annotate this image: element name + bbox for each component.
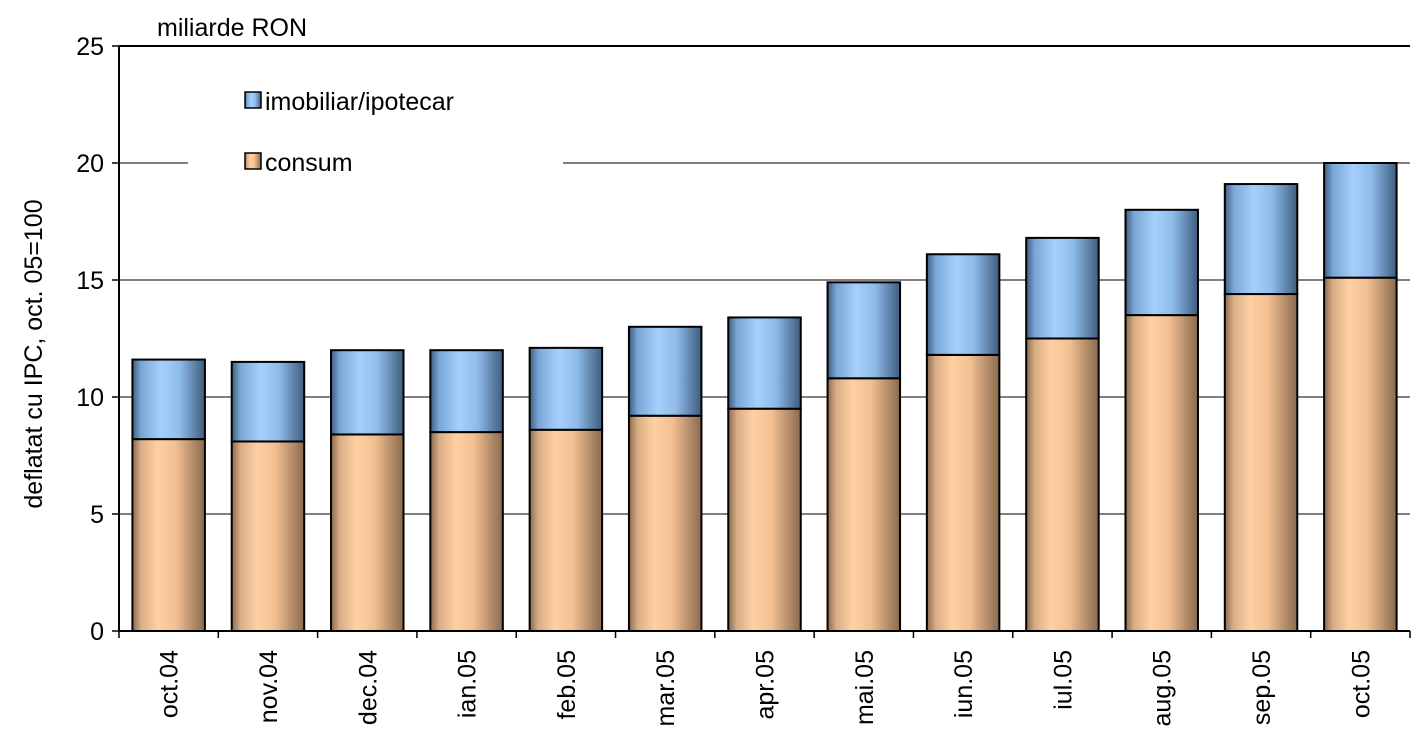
- x-tick-label: aug.05: [1149, 650, 1177, 726]
- y-tick-label: 5: [90, 501, 104, 529]
- x-tick-label: oct.04: [156, 650, 184, 718]
- x-tick-label: mar.05: [652, 650, 680, 726]
- bar-imobiliar-mar.05: [627, 325, 703, 417]
- bar-consum-iul.05: [1025, 337, 1100, 632]
- bar-imobiliar-iul.05: [1025, 236, 1100, 340]
- bars: [131, 162, 1398, 633]
- bar-imobiliar-aug.05: [1124, 208, 1199, 317]
- x-tick-label: nov.04: [255, 650, 283, 723]
- bar-imobiliar-iun.05: [925, 253, 1001, 356]
- bar-imobiliar-oct.04: [131, 358, 206, 441]
- bar-consum-sep.05: [1223, 293, 1299, 632]
- bar-imobiliar-apr.05: [727, 316, 802, 410]
- axes: [112, 45, 1411, 638]
- y-tick-label: 20: [76, 150, 104, 178]
- bar-consum-mar.05: [627, 414, 703, 632]
- bar-consum-ian.05: [429, 431, 504, 632]
- x-tick-label: oct.05: [1347, 650, 1375, 718]
- bar-consum-apr.05: [727, 407, 802, 633]
- unit-label: miliarde RON: [157, 14, 307, 42]
- x-tick-label: apr.05: [752, 650, 780, 720]
- legend-swatch-consum: [244, 152, 262, 170]
- x-tick-label: sep.05: [1248, 650, 1276, 725]
- y-axis-title: deflatat cu IPC, oct. 05=100: [20, 199, 48, 508]
- bar-consum-oct.05: [1323, 276, 1398, 632]
- x-tick-label: dec.04: [354, 650, 382, 725]
- x-tick-label: ian.05: [454, 650, 482, 718]
- bar-imobiliar-sep.05: [1223, 183, 1299, 296]
- legend-label-imobiliar: imobiliar/ipotecar: [265, 88, 454, 116]
- bar-imobiliar-feb.05: [528, 346, 604, 431]
- bar-consum-mai.05: [826, 377, 902, 632]
- x-tick-label: feb.05: [553, 650, 581, 720]
- legend-label-consum: consum: [265, 149, 353, 177]
- y-tick-label: 25: [76, 33, 104, 61]
- bar-consum-dec.04: [330, 433, 405, 632]
- bar-consum-nov.04: [230, 440, 306, 632]
- x-tick-label: iul.05: [1049, 650, 1077, 710]
- bar-imobiliar-mai.05: [826, 281, 902, 380]
- legend: imobiliar/ipotecar consum: [188, 82, 563, 190]
- labels: 0 5 10 15 20 25 oct.04 nov.04 dec.04 ian.05 feb.05…: [76, 33, 1375, 726]
- bar-imobiliar-dec.04: [330, 349, 405, 436]
- x-tick-label: mai.05: [851, 650, 879, 725]
- bar-consum-feb.05: [528, 428, 604, 633]
- bar-consum-iun.05: [925, 353, 1001, 632]
- bar-consum-oct.04: [131, 438, 206, 632]
- bar-imobiliar-ian.05: [429, 349, 504, 434]
- x-tick-label: iun.05: [950, 650, 978, 718]
- y-tick-label: 0: [90, 618, 104, 646]
- bar-imobiliar-nov.04: [230, 360, 306, 443]
- bar-imobiliar-oct.05: [1323, 162, 1398, 279]
- legend-swatch-imobiliar: [244, 91, 262, 109]
- bar-consum-aug.05: [1124, 314, 1199, 632]
- y-tick-label: 15: [76, 267, 104, 295]
- y-tick-label: 10: [76, 384, 104, 412]
